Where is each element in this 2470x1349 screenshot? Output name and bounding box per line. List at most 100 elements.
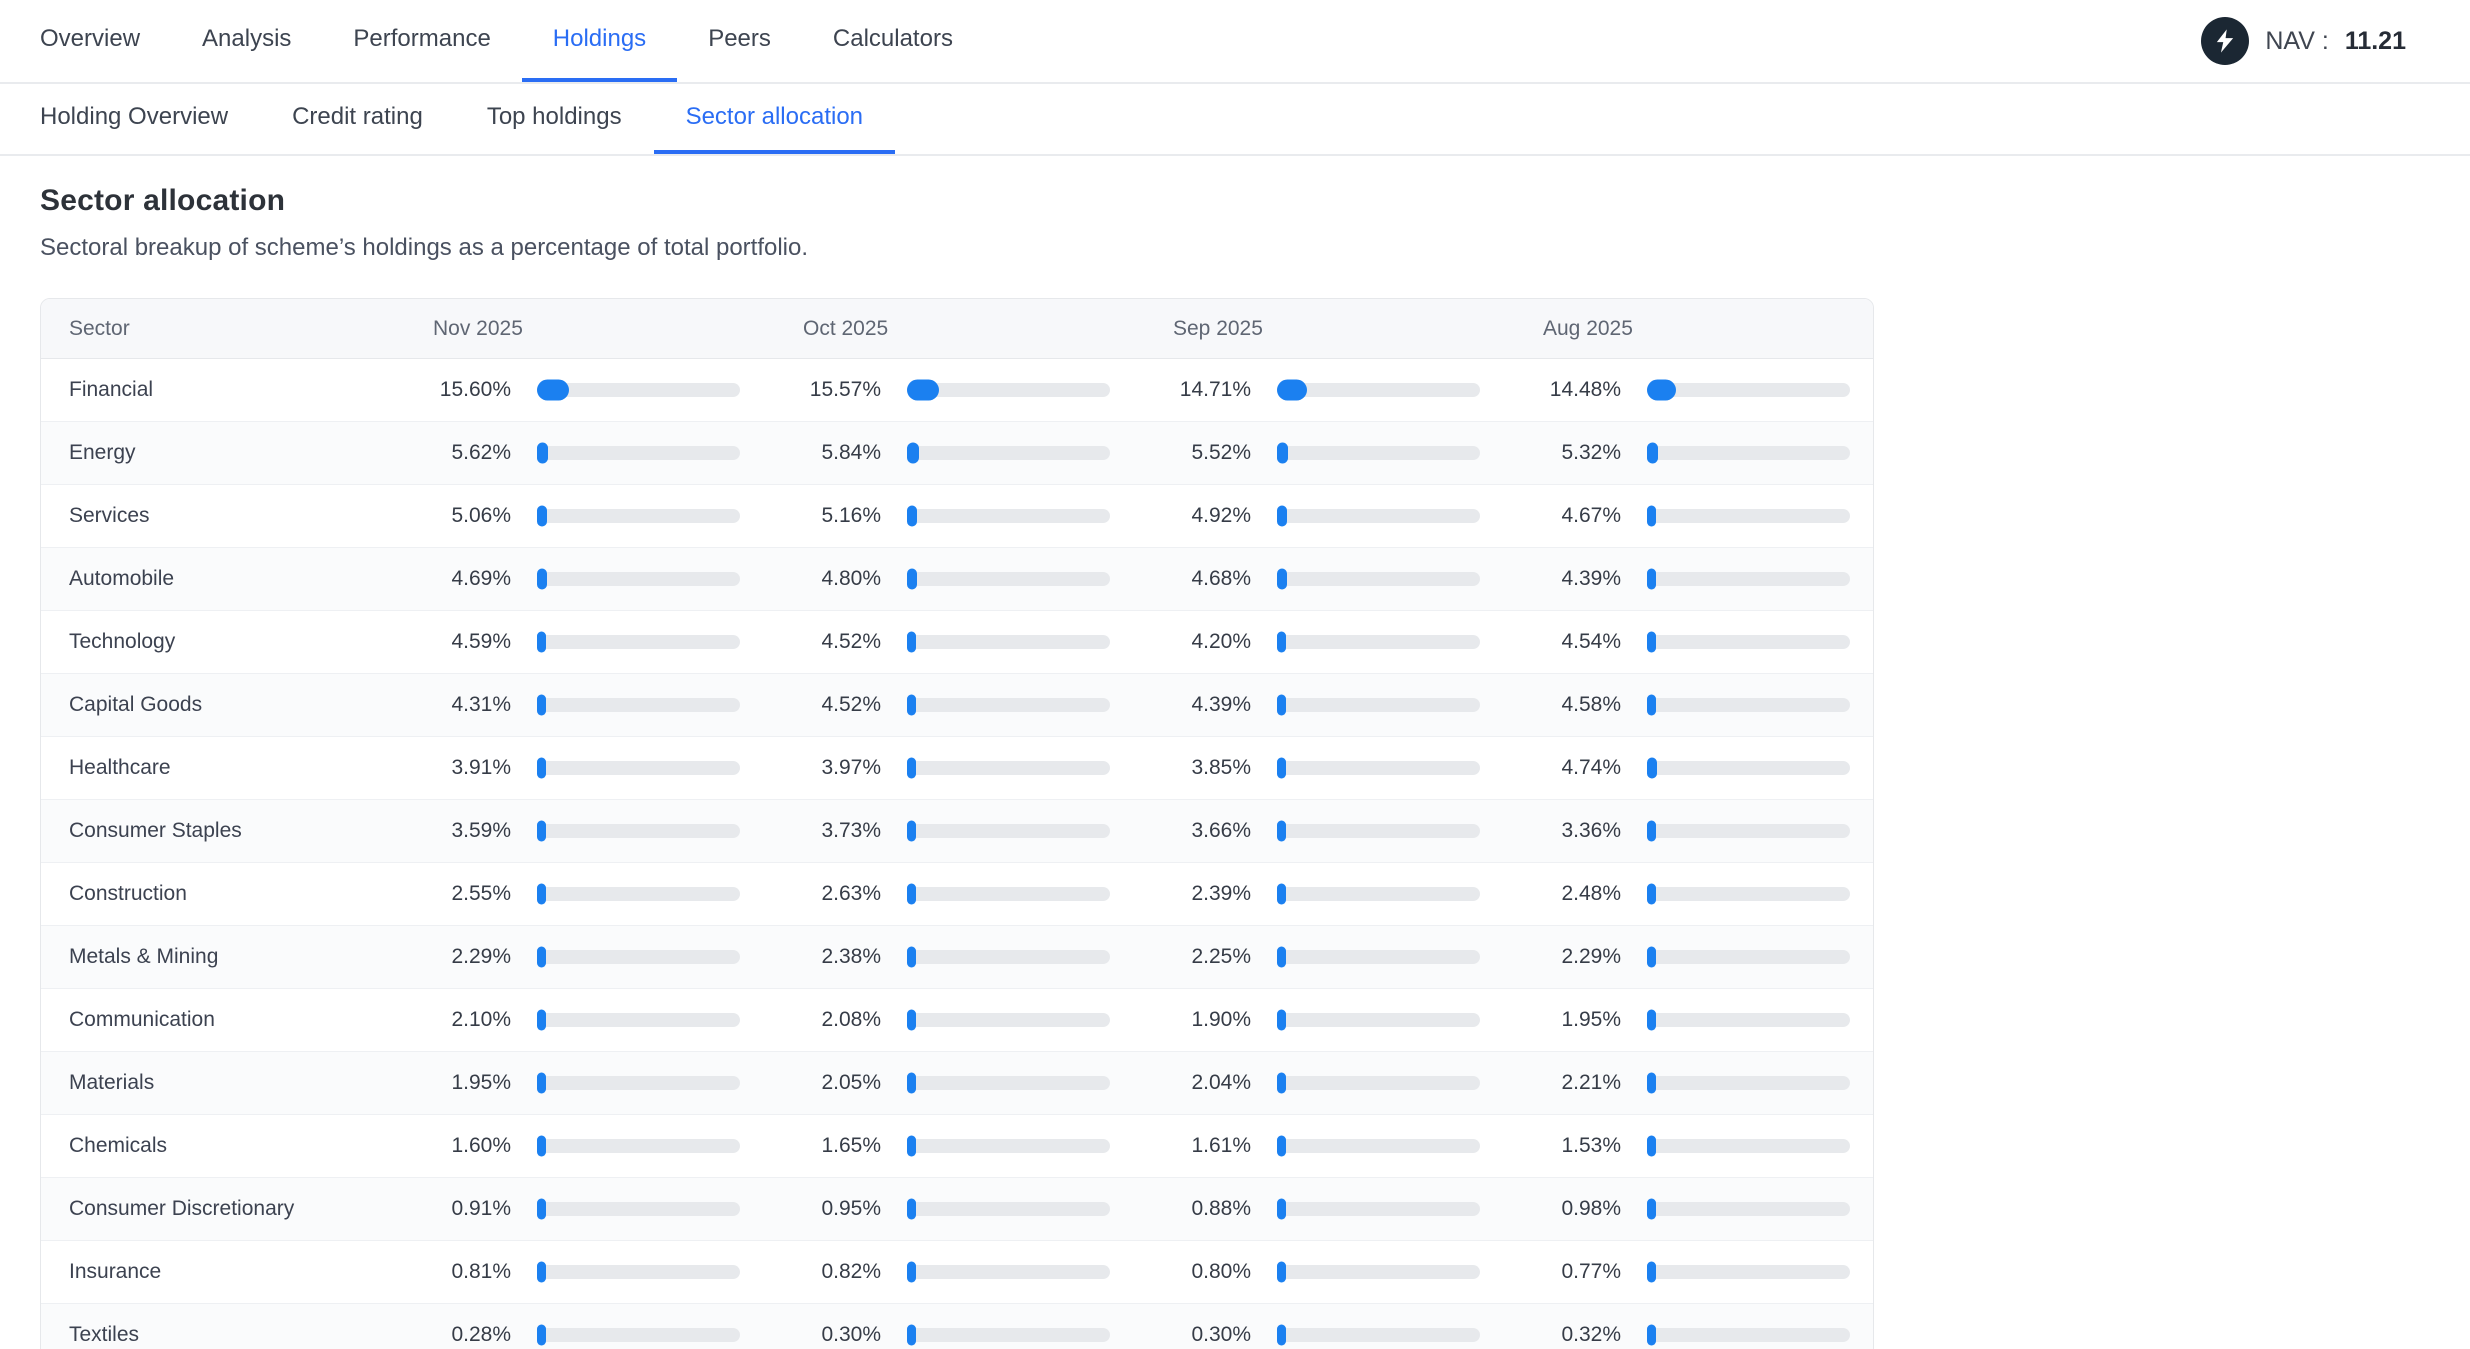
allocation-cell: 14.71% xyxy=(1173,378,1543,402)
allocation-cell: 5.62% xyxy=(433,441,803,465)
allocation-bar-fill xyxy=(537,379,569,401)
allocation-bar-track xyxy=(1647,1261,1850,1283)
tab-performance[interactable]: Performance xyxy=(322,0,521,82)
column-header-month: Aug 2025 xyxy=(1543,316,1633,340)
allocation-percent: 3.36% xyxy=(1561,819,1621,842)
tab-holdings[interactable]: Holdings xyxy=(521,0,678,82)
allocation-bar-track xyxy=(907,820,1110,842)
subtab-label: Sector allocation xyxy=(685,103,864,130)
allocation-percent: 4.68% xyxy=(1191,567,1251,590)
table-row: Construction 2.55% 2.63% 2.39% 2.48% xyxy=(41,863,1873,926)
allocation-percent: 4.39% xyxy=(1191,693,1251,716)
allocation-percent: 2.04% xyxy=(1191,1071,1251,1094)
allocation-bar-track xyxy=(1647,379,1850,401)
allocation-cell: 15.60% xyxy=(433,378,803,402)
allocation-cell: 3.85% xyxy=(1173,756,1543,780)
allocation-bar-fill xyxy=(907,1198,916,1220)
allocation-percent: 3.73% xyxy=(821,819,881,842)
allocation-percent: 0.81% xyxy=(451,1260,511,1283)
allocation-percent: 1.53% xyxy=(1561,1134,1621,1157)
allocation-bar-track xyxy=(1277,694,1480,716)
allocation-cell: 0.88% xyxy=(1173,1197,1543,1221)
allocation-bar-track xyxy=(1277,946,1480,968)
allocation-cell: 4.69% xyxy=(433,567,803,591)
allocation-cell: 0.95% xyxy=(803,1197,1173,1221)
tab-analysis[interactable]: Analysis xyxy=(171,0,322,82)
allocation-percent: 2.55% xyxy=(451,882,511,905)
tab-label: Performance xyxy=(353,25,491,52)
sector-name: Textiles xyxy=(69,1323,140,1346)
allocation-percent: 3.66% xyxy=(1191,819,1251,842)
allocation-bar-track xyxy=(537,1072,740,1094)
subtab-sector-allocation[interactable]: Sector allocation xyxy=(653,84,896,154)
allocation-percent: 4.54% xyxy=(1561,630,1621,653)
allocation-bar-fill xyxy=(1647,757,1657,779)
allocation-bar-fill xyxy=(1277,1135,1286,1157)
allocation-cell: 2.08% xyxy=(803,1008,1173,1032)
allocation-bar-fill xyxy=(1647,1009,1656,1031)
allocation-percent: 0.88% xyxy=(1191,1197,1251,1220)
allocation-bar-fill xyxy=(907,568,917,590)
table-row: Textiles 0.28% 0.30% 0.30% 0.32% xyxy=(41,1304,1873,1349)
allocation-percent: 4.58% xyxy=(1561,693,1621,716)
allocation-bar-track xyxy=(1277,1198,1480,1220)
allocation-bar-fill xyxy=(907,694,917,716)
allocation-bar-track xyxy=(907,757,1110,779)
allocation-cell: 3.97% xyxy=(803,756,1173,780)
allocation-bar-fill xyxy=(1647,1324,1656,1346)
allocation-cell: 4.54% xyxy=(1543,630,1873,654)
tab-calculators[interactable]: Calculators xyxy=(802,0,984,82)
tab-peers[interactable]: Peers xyxy=(677,0,802,82)
allocation-cell: 4.68% xyxy=(1173,567,1543,591)
allocation-bar-track xyxy=(1277,1009,1480,1031)
allocation-bar-fill xyxy=(1647,1261,1656,1283)
allocation-bar-track xyxy=(537,820,740,842)
sector-name: Consumer Staples xyxy=(69,819,242,842)
allocation-bar-track xyxy=(907,946,1110,968)
allocation-percent: 3.59% xyxy=(451,819,511,842)
allocation-bar-track xyxy=(907,883,1110,905)
allocation-bar-track xyxy=(1647,820,1850,842)
allocation-percent: 2.08% xyxy=(821,1008,881,1031)
sector-name: Automobile xyxy=(69,567,175,590)
allocation-percent: 4.74% xyxy=(1561,756,1621,779)
subtab-top-holdings[interactable]: Top holdings xyxy=(455,84,654,154)
allocation-bar-track xyxy=(537,442,740,464)
allocation-percent: 1.60% xyxy=(451,1134,511,1157)
allocation-bar-fill xyxy=(1277,442,1289,464)
allocation-cell: 0.80% xyxy=(1173,1260,1543,1284)
column-header-month: Oct 2025 xyxy=(803,316,889,340)
allocation-percent: 2.38% xyxy=(821,945,881,968)
allocation-cell: 1.60% xyxy=(433,1134,803,1158)
allocation-bar-fill xyxy=(1277,757,1286,779)
allocation-bar-track xyxy=(907,379,1110,401)
allocation-bar-fill xyxy=(1647,1072,1656,1094)
allocation-bar-fill xyxy=(1647,442,1658,464)
allocation-cell: 1.65% xyxy=(803,1134,1173,1158)
subtab-credit-rating[interactable]: Credit rating xyxy=(260,84,455,154)
allocation-bar-fill xyxy=(537,505,548,527)
allocation-bar-track xyxy=(1647,757,1850,779)
allocation-bar-fill xyxy=(537,1324,546,1346)
table-row: Capital Goods 4.31% 4.52% 4.39% 4.58% xyxy=(41,674,1873,737)
allocation-percent: 4.20% xyxy=(1191,630,1251,653)
allocation-bar-track xyxy=(1277,631,1480,653)
allocation-bar-fill xyxy=(537,1009,546,1031)
allocation-bar-fill xyxy=(537,631,547,653)
sector-name: Insurance xyxy=(69,1260,162,1283)
allocation-percent: 4.31% xyxy=(451,693,511,716)
sector-name: Communication xyxy=(69,1008,215,1031)
allocation-cell: 3.91% xyxy=(433,756,803,780)
allocation-percent: 1.90% xyxy=(1191,1008,1251,1031)
tab-overview[interactable]: Overview xyxy=(40,0,171,82)
allocation-bar-fill xyxy=(1277,1009,1286,1031)
sector-name: Consumer Discretionary xyxy=(69,1197,295,1220)
allocation-percent: 2.29% xyxy=(451,945,511,968)
allocation-bar-fill xyxy=(537,946,546,968)
allocation-bar-fill xyxy=(1647,631,1657,653)
allocation-bar-fill xyxy=(537,1198,546,1220)
table-row: Services 5.06% 5.16% 4.92% 4.67% xyxy=(41,485,1873,548)
allocation-bar-track xyxy=(1277,883,1480,905)
allocation-bar-track xyxy=(1277,1072,1480,1094)
subtab-holding-overview[interactable]: Holding Overview xyxy=(40,84,260,154)
